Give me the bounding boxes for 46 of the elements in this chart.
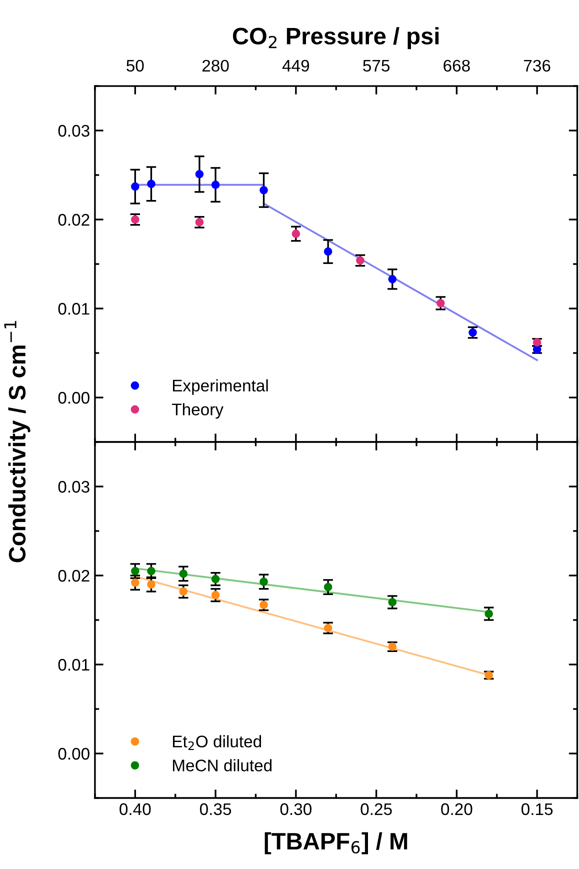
legend-label: Et$_{2}$O diluted [172,735,262,750]
point [484,610,494,618]
x-tick-label: 0.15 [522,803,553,816]
point [130,578,140,587]
point [130,182,140,191]
point [388,274,397,284]
x-tick-label: 0.35 [200,803,232,816]
point [179,587,188,596]
x-axis-title: [TBAPF$_{6}$] / M [264,832,408,854]
point [260,578,268,586]
text: 50 [126,60,144,72]
x-tick-label: 0.30 [280,803,312,816]
y-tick-label: 0.03 [58,480,90,493]
text: 575 [363,60,390,72]
point [147,580,156,589]
text: 449 [282,60,310,72]
x-tick-label: 0.20 [441,803,472,816]
legend-label: MeCN diluted [172,759,272,772]
y-tick-label: 0.01 [58,658,90,671]
y-tick-label: 0.03 [58,124,90,137]
point [260,186,268,194]
x-tick-label: 0.40 [120,803,151,816]
point [147,180,156,188]
text: 280 [202,60,229,72]
y-tick-label: 0.01 [58,302,90,315]
point [179,570,188,578]
point [324,247,332,256]
point [436,299,445,308]
point [195,170,204,178]
point [130,566,140,576]
legend-label: Experimental [172,379,268,395]
x-tick-label: 0.25 [360,803,392,816]
text: 736 [524,60,550,72]
y-tick-label: 0.02 [58,214,90,226]
y-axis-title: Conductivity / S cm$^{−1}$ [4,321,30,562]
y-tick-label: 0.02 [58,570,90,582]
point [292,230,300,238]
point [388,598,397,606]
point [147,566,156,576]
y-tick-label: 0.00 [58,392,90,404]
point [211,180,220,189]
point [324,582,332,592]
text: 668 [444,60,470,72]
y-tick-label: 0.00 [58,748,90,760]
legend-label: Theory [172,403,224,419]
x2-axis-title: CO$_{2}$ Pressure / psi [232,27,439,50]
